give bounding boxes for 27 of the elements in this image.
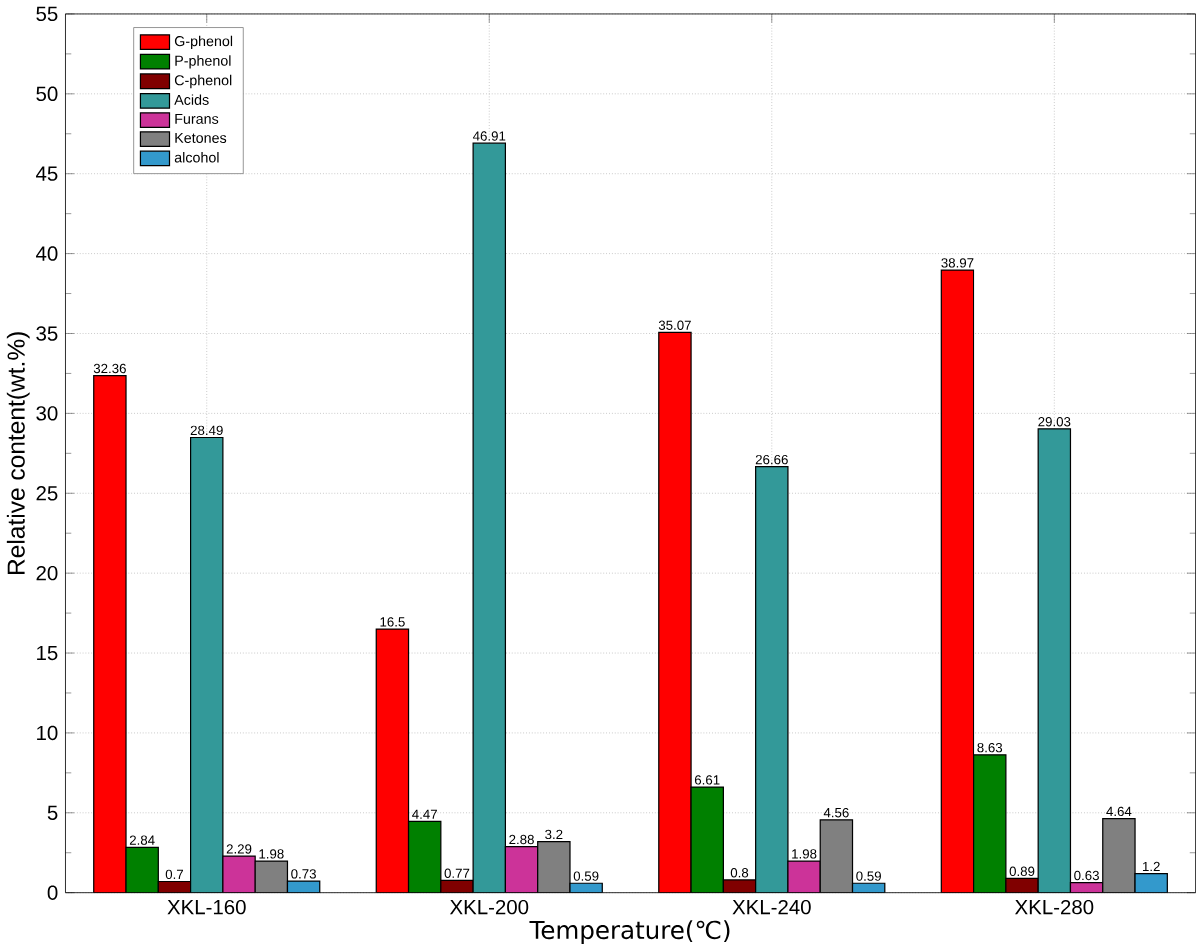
x-tick-label: XKL-240 [732,899,811,914]
y-tick-label: 25 [36,485,58,501]
y-tick-label: 15 [37,645,58,660]
bar [189,436,224,893]
bar [819,818,854,893]
bar [254,860,289,893]
y-tick-label: 5 [47,805,58,820]
y-tick-label: 40 [36,246,58,261]
bar [537,840,571,893]
x-tick-label: XKL-200 [449,899,529,914]
bar [755,465,789,893]
bar [1102,817,1136,893]
bar [1037,427,1072,893]
y-tick-label: 10 [37,725,58,740]
x-tick-label: XKL-280 [1015,899,1094,914]
y-tick-label: 30 [36,405,58,421]
bar [472,142,507,893]
x-tick-label: XKL-160 [167,899,246,914]
y-tick-label: 20 [36,565,58,580]
y-tick-label: 0 [47,885,58,900]
bar [1134,872,1168,893]
y-tick-label: 50 [36,86,58,101]
y-tick-label: 35 [36,325,58,341]
y-tick-label: 55 [36,6,58,21]
y-tick-label: 45 [36,166,58,181]
x-axis-title: Temperature(℃) [529,919,730,944]
y-axis-title: Relative content(wt.%) [6,331,30,574]
